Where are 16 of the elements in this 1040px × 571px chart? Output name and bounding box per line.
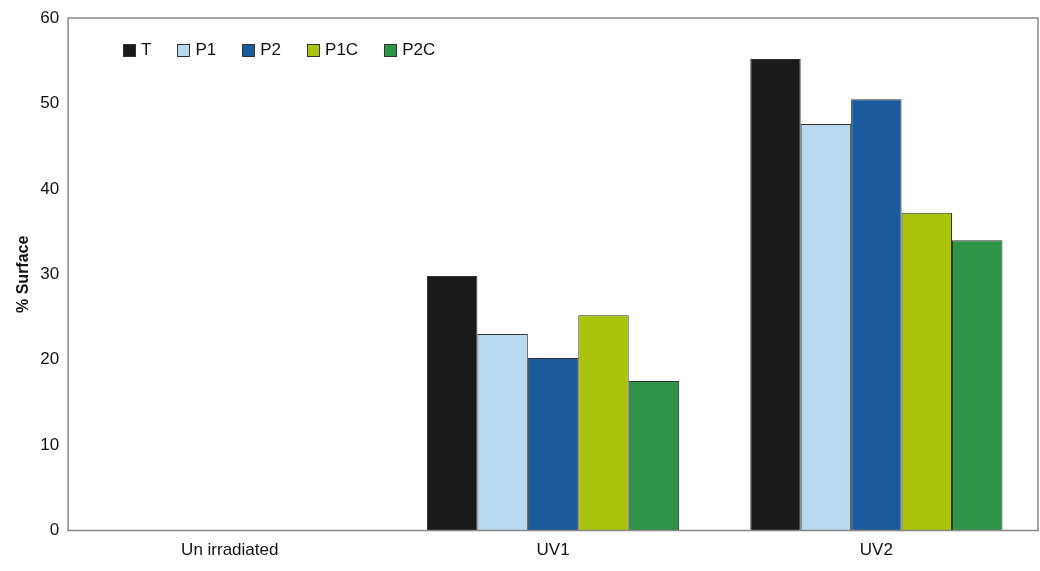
y-axis-title: % Surface [14,235,32,313]
y-tick-label: 30 [40,263,60,283]
x-tick-label: UV1 [536,540,570,560]
y-tick-label: 0 [49,520,60,540]
legend-label: T [141,40,152,60]
y-tick-label: 60 [40,7,60,27]
y-tick-label: 10 [40,434,60,454]
legend-label: P1 [195,40,217,60]
x-tick-label: Un irradiated [181,540,279,560]
x-tick-label: UV2 [859,540,893,560]
y-tick-label: 20 [40,349,60,369]
legend-label: P2 [260,40,282,60]
y-tick-label: 40 [40,178,60,198]
legend-label: P2C [402,40,436,60]
legend-label: P1C [325,40,359,60]
y-tick-label: 50 [40,93,60,113]
